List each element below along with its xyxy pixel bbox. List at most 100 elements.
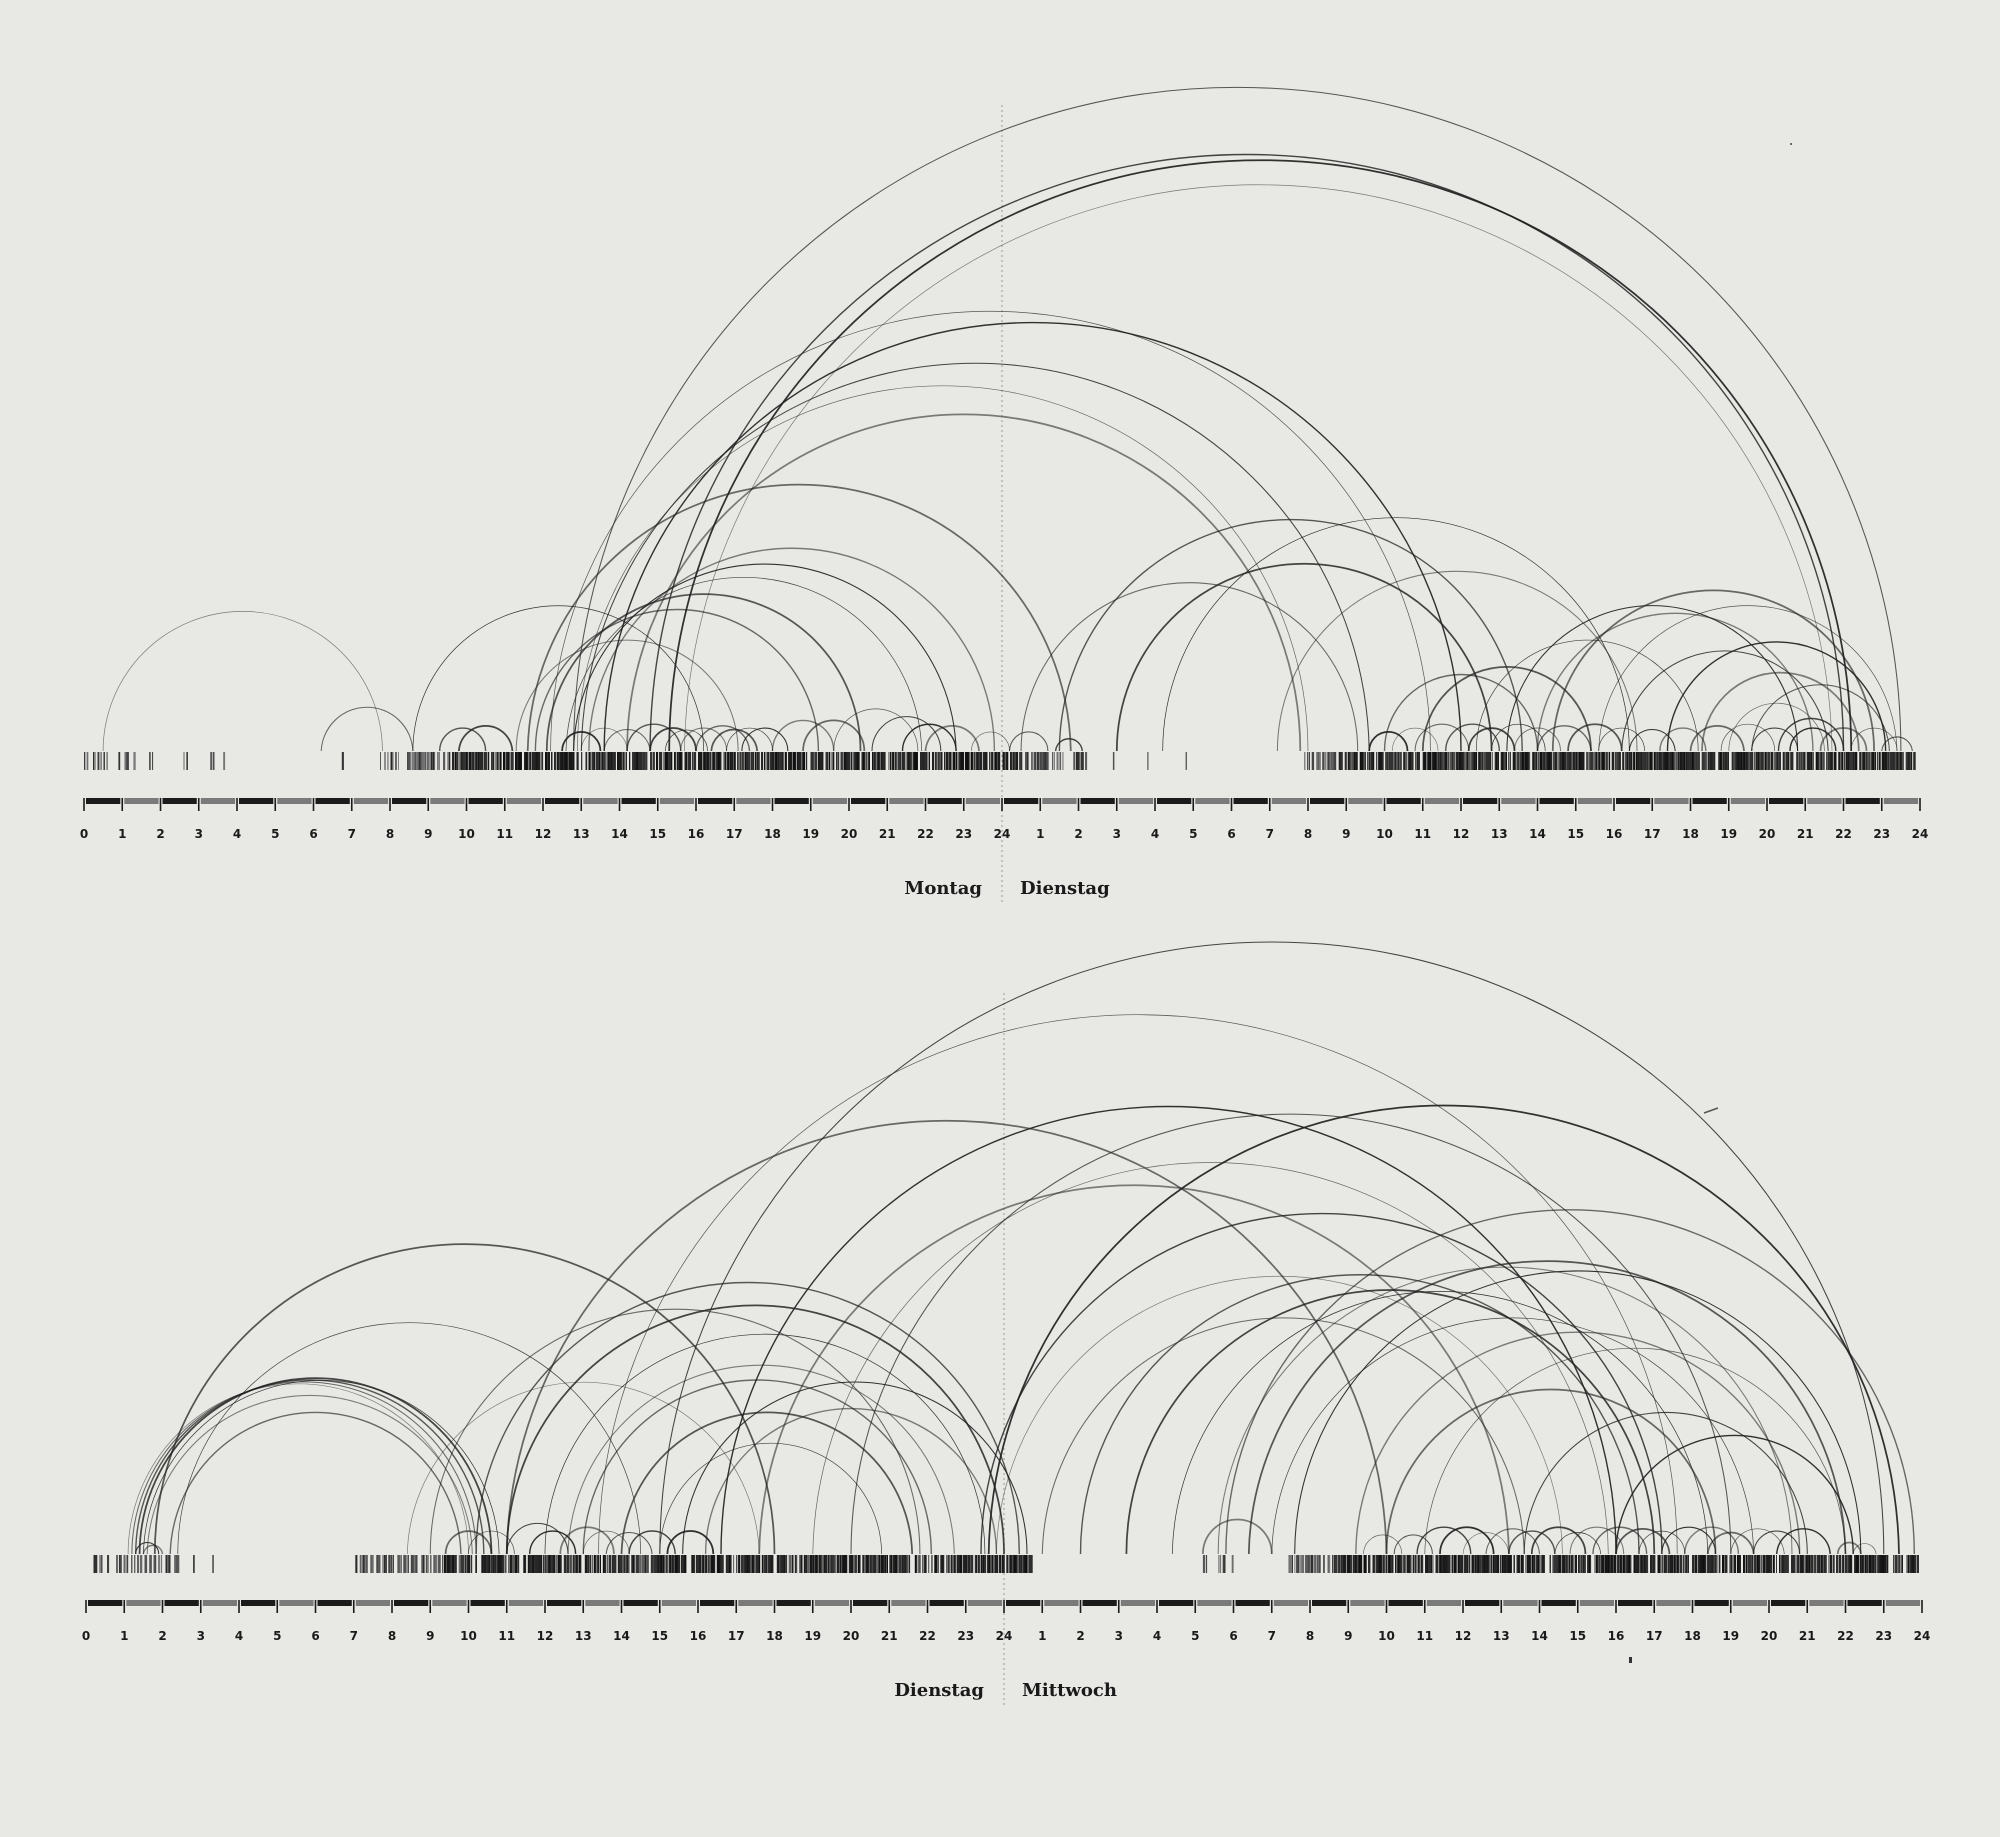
activity-tick (1902, 1555, 1903, 1573)
arc (1225, 1209, 1915, 1555)
activity-tick (1578, 1555, 1580, 1573)
tick-label: 11 (498, 1629, 515, 1643)
activity-tick (1630, 1555, 1632, 1573)
tick-label: 15 (649, 827, 666, 841)
activity-tick (1755, 1555, 1757, 1573)
tick-label: 16 (1606, 827, 1623, 841)
tick-label: 0 (80, 827, 88, 841)
hour-segment (1616, 798, 1651, 804)
activity-tick (763, 1555, 766, 1573)
activity-tick (779, 752, 781, 770)
arc (850, 1113, 1732, 1555)
arc (620, 1411, 914, 1555)
activity-tick (551, 1555, 554, 1573)
activity-tick (1579, 1555, 1581, 1573)
activity-tick (1886, 752, 1888, 770)
activity-tick (1878, 1555, 1880, 1573)
activity-tick (1457, 752, 1459, 770)
activity-tick (1668, 752, 1671, 770)
activity-tick (423, 752, 425, 770)
activity-tick (1586, 752, 1588, 770)
activity-tick (974, 1555, 977, 1573)
tick-label: 13 (1491, 827, 1508, 841)
activity-tick (1879, 1555, 1882, 1573)
activity-tick (1506, 1555, 1508, 1573)
activity-tick (534, 752, 537, 770)
activity-tick (1689, 752, 1692, 770)
activity-tick (884, 752, 886, 770)
activity-tick (818, 1555, 821, 1573)
activity-tick (561, 752, 564, 770)
arc (1079, 1274, 1640, 1555)
activity-tick (1565, 752, 1567, 770)
activity-tick (895, 1555, 897, 1573)
activity-tick (1797, 1555, 1799, 1573)
activity-tick (1608, 752, 1611, 770)
activity-tick (174, 1555, 177, 1573)
activity-tick (934, 1555, 937, 1573)
hour-segment (889, 798, 924, 804)
activity-tick (1534, 1555, 1536, 1573)
activity-tick (1475, 752, 1478, 770)
activity-tick (488, 752, 490, 770)
activity-tick (1804, 1555, 1806, 1573)
activity-tick (1450, 1555, 1452, 1573)
activity-tick (468, 752, 471, 770)
arc (741, 727, 789, 752)
activity-tick (1619, 752, 1621, 770)
tick-label: 19 (1720, 827, 1737, 841)
activity-tick (1403, 752, 1405, 770)
activity-tick (956, 1555, 959, 1573)
activity-tick (1463, 752, 1465, 770)
activity-tick (1231, 1555, 1234, 1573)
activity-tick (828, 752, 831, 770)
arc (1881, 736, 1913, 752)
hour-segment (1809, 1600, 1844, 1606)
activity-tick (888, 752, 890, 770)
activity-tick (388, 1555, 390, 1573)
activity-tick (467, 1555, 470, 1573)
activity-tick (576, 752, 579, 770)
activity-tick (668, 752, 670, 770)
activity-tick (407, 1555, 409, 1573)
activity-tick (1368, 1555, 1370, 1573)
activity-tick (524, 752, 526, 770)
activity-tick (1743, 1555, 1746, 1573)
activity-tick (391, 1555, 393, 1573)
activity-tick (795, 752, 797, 770)
activity-tick (575, 1555, 578, 1573)
activity-tick (1401, 1555, 1402, 1573)
activity-tick (881, 752, 884, 770)
activity-tick (1359, 1555, 1361, 1573)
activity-tick (977, 1555, 980, 1573)
activity-tick (1910, 752, 1913, 770)
activity-tick (361, 1555, 363, 1573)
activity-tick (1691, 752, 1694, 770)
activity-tick (540, 752, 542, 770)
activity-tick (704, 752, 706, 770)
activity-tick (1479, 752, 1481, 770)
activity-tick (928, 1555, 930, 1573)
activity-tick (446, 1555, 449, 1573)
activity-tick (422, 1555, 425, 1573)
activity-tick (1364, 752, 1366, 770)
activity-tick (1827, 752, 1830, 770)
activity-tick (845, 1555, 848, 1573)
activity-tick (757, 1555, 760, 1573)
tick-label: 4 (235, 1629, 243, 1643)
activity-tick (1515, 752, 1517, 770)
activity-tick (1659, 752, 1662, 770)
activity-tick (1428, 1555, 1431, 1573)
activity-tick (708, 752, 710, 770)
activity-tick (1001, 1555, 1005, 1573)
activity-tick (957, 752, 959, 770)
activity-tick (1521, 752, 1524, 770)
activity-tick (1503, 1555, 1506, 1573)
activity-tick (743, 1555, 746, 1573)
activity-tick (1339, 1555, 1341, 1573)
activity-tick (869, 1555, 872, 1573)
activity-tick (874, 1555, 877, 1573)
arc (1751, 684, 1890, 752)
activity-tick (746, 1555, 750, 1573)
activity-tick (421, 1555, 423, 1573)
